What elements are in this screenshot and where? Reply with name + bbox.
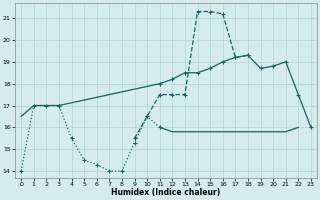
X-axis label: Humidex (Indice chaleur): Humidex (Indice chaleur) xyxy=(111,188,221,197)
